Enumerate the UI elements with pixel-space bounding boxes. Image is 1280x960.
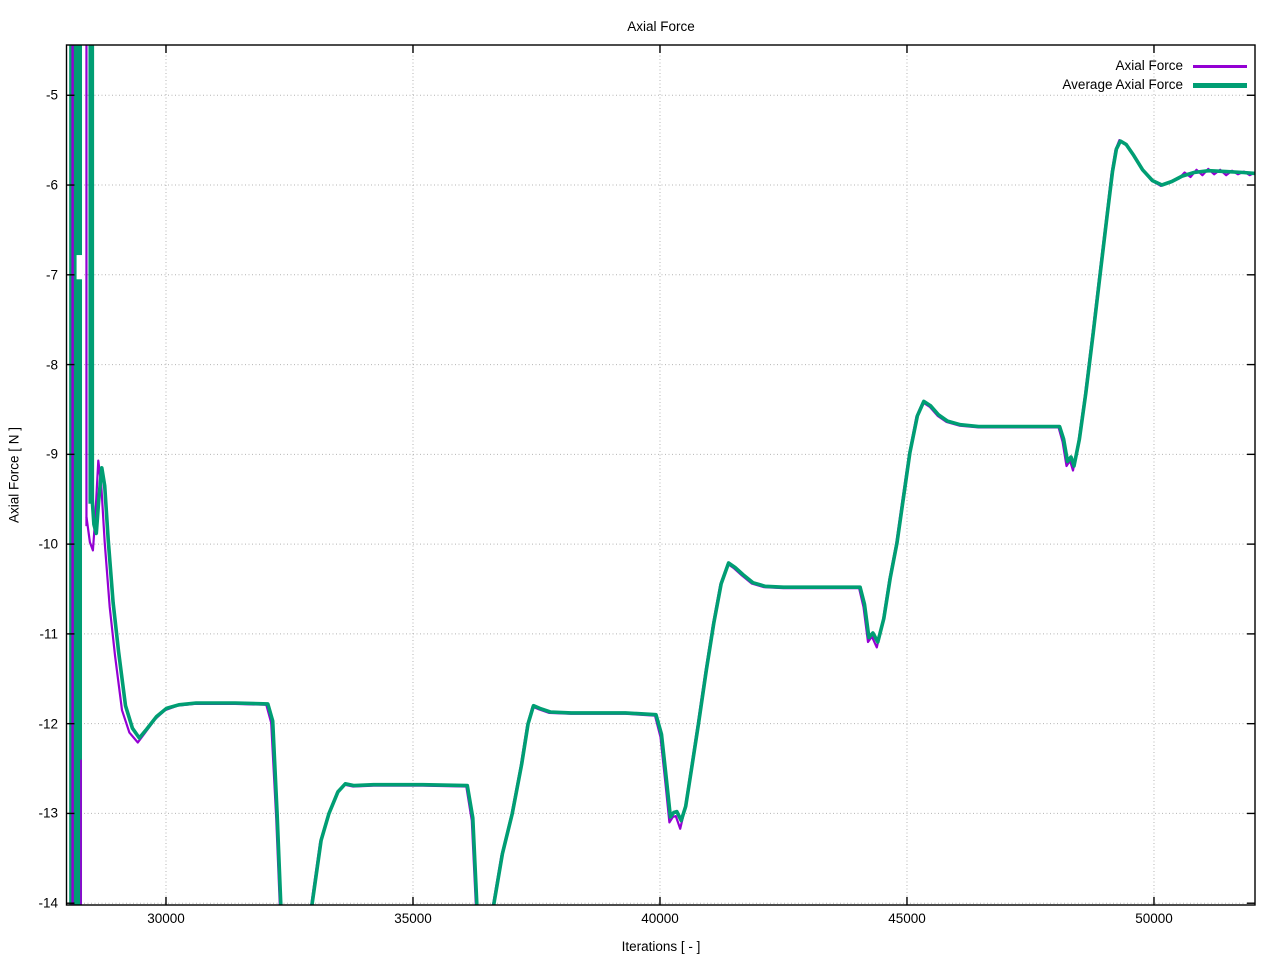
plot-border	[65, 44, 1256, 906]
x-axis-title: Iterations [ - ]	[621, 939, 701, 954]
y-tick-label: -8	[45, 357, 58, 373]
x-tick-label: 30000	[147, 911, 185, 926]
y-tick-label: -14	[38, 895, 58, 911]
y-tick-label: -13	[38, 805, 58, 821]
x-tick-label: 35000	[394, 911, 432, 926]
legend-item-axial-force: Axial Force	[1115, 59, 1247, 73]
y-tick-label: -7	[45, 267, 58, 283]
average-axial-force-line-swatch	[1193, 82, 1247, 88]
chart-title: Axial Force	[627, 19, 695, 34]
y-tick-label: -5	[45, 87, 58, 103]
legend: Axial Force Average Axial Force	[1062, 59, 1247, 92]
legend-label-average-axial-force: Average Axial Force	[1062, 77, 1183, 92]
startup-band-1	[69, 45, 83, 905]
y-tick-label: -6	[45, 177, 58, 193]
x-tick-label: 50000	[1135, 911, 1173, 926]
startup-band-1-notch	[76, 255, 83, 280]
y-tick-label: -10	[38, 536, 58, 552]
axial-force-line	[85, 139, 1255, 905]
startup-oscillation-bands	[69, 45, 95, 905]
y-tick-label: -12	[38, 716, 58, 732]
y-tick-label: -9	[45, 446, 58, 462]
x-tick-label: 45000	[888, 911, 926, 926]
x-tick-label: 40000	[641, 911, 679, 926]
legend-label-axial-force: Axial Force	[1115, 58, 1183, 73]
average-axial-force-line	[90, 139, 1255, 905]
y-tick-label: -11	[39, 626, 58, 642]
legend-item-average-axial-force: Average Axial Force	[1062, 78, 1247, 92]
axial-force-line-swatch	[1193, 64, 1247, 68]
startup-band-2	[88, 45, 95, 504]
